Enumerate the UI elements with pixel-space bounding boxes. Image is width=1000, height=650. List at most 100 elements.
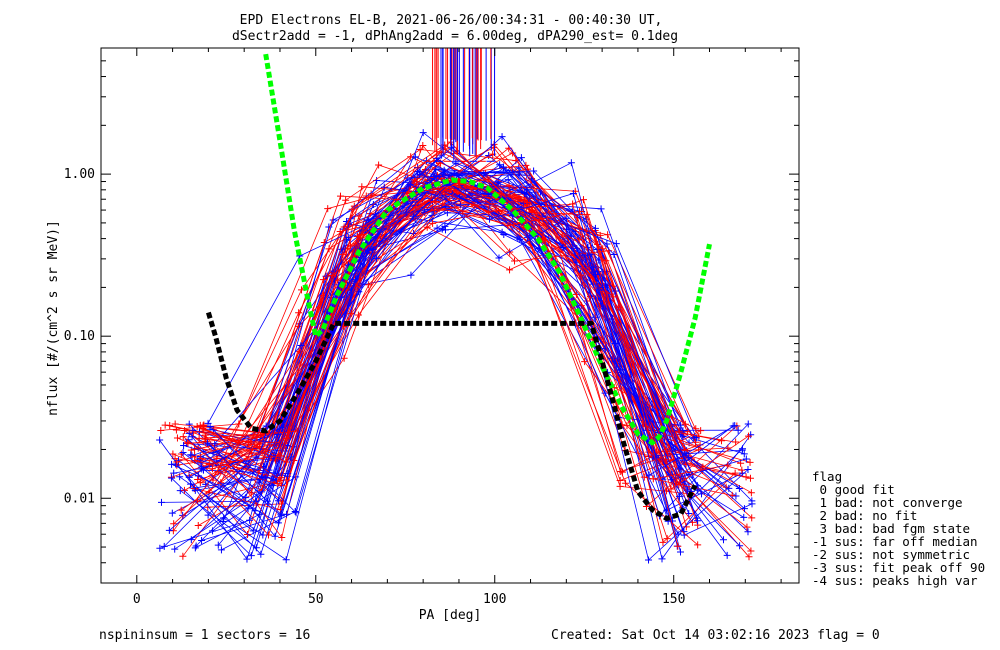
legend-entry: 0 good fit [812, 482, 895, 497]
trace-point [742, 473, 750, 481]
trace-point [675, 481, 683, 489]
trace-point [743, 523, 751, 531]
trace-point [602, 257, 610, 265]
trace-point [740, 513, 748, 521]
x-tick-label: 50 [308, 592, 324, 607]
trace-point [691, 438, 699, 446]
trace-point [658, 555, 666, 563]
trace-line [175, 166, 749, 561]
trace-point [746, 458, 754, 466]
trace-point [663, 535, 671, 543]
trace-line [169, 136, 743, 531]
footer-right: Created: Sat Oct 14 03:02:16 2023 flag =… [551, 628, 880, 643]
trace-point [194, 522, 202, 530]
legend-entry: -3 sus: fit peak off 90 [812, 560, 985, 575]
trace-point [156, 436, 164, 444]
trace-point [187, 536, 195, 544]
trace-point [745, 553, 753, 561]
trace-point [746, 474, 754, 482]
trace-point [645, 471, 653, 479]
trace-point [249, 432, 257, 440]
trace-line [175, 185, 736, 443]
trace-point [616, 482, 624, 490]
trace-point [667, 476, 675, 484]
trace-point [674, 530, 682, 538]
trace-point [622, 479, 630, 487]
trace-point [496, 161, 504, 169]
legend-title: flag [812, 469, 842, 484]
trace-point [358, 183, 366, 191]
trace-point [731, 422, 739, 430]
trace-point [172, 426, 180, 434]
trace-point [365, 281, 373, 289]
trace-point [576, 208, 584, 216]
trace-point [180, 442, 188, 450]
trace-point [204, 511, 212, 519]
trace-point [640, 473, 648, 481]
trace-point [677, 428, 685, 436]
trace-point [414, 164, 422, 172]
trace-point [680, 528, 688, 536]
trace-point [171, 420, 179, 428]
trace-point [679, 433, 687, 441]
trace-point [187, 451, 195, 459]
trace-point [409, 212, 417, 220]
trace-point [522, 161, 530, 169]
y-axis-ticks: 0.01 0.10 1.00 [64, 47, 799, 584]
trace-point [599, 283, 607, 291]
trace-point [416, 170, 424, 178]
trace-point [447, 138, 455, 146]
trace-point [623, 422, 631, 430]
trace-point [521, 189, 529, 197]
trace-point [694, 517, 702, 525]
trace-point [179, 552, 187, 560]
trace-point [742, 455, 750, 463]
trace-point [577, 271, 585, 279]
trace-point [339, 250, 347, 258]
trace-point [199, 466, 207, 474]
trace-point [591, 224, 599, 232]
legend-entry: -4 sus: peaks high var [812, 573, 978, 588]
trace-point [674, 542, 682, 550]
fit-curve [206, 311, 698, 521]
trace-point [342, 196, 350, 204]
trace-point [340, 354, 348, 362]
trace-line [173, 179, 733, 532]
trace-point [432, 198, 440, 206]
trace-point [345, 234, 353, 242]
trace-point [206, 423, 214, 430]
trace-point [191, 544, 199, 552]
trace-point [748, 514, 756, 522]
trace-point [169, 450, 177, 458]
trace-point [173, 434, 181, 442]
trace-point [682, 523, 690, 531]
trace-point [567, 159, 575, 167]
trace-point [438, 151, 446, 159]
trace-point [735, 484, 743, 492]
trace-point [723, 551, 731, 559]
trace-point [747, 489, 755, 497]
trace-point [367, 190, 375, 198]
trace-point [416, 146, 424, 154]
trace-point [675, 492, 683, 500]
trace-point [603, 240, 611, 248]
trace-point [247, 449, 255, 457]
legend-entry: 1 bad: not converge [812, 495, 963, 510]
trace-point [694, 541, 702, 549]
trace-point [271, 532, 279, 540]
trace-point [676, 548, 684, 556]
trace-point [692, 425, 700, 433]
fit-curve-layer [206, 53, 712, 521]
trace-line [178, 173, 728, 556]
trace-point [244, 530, 252, 538]
trace-point [724, 461, 732, 469]
trace-point [165, 526, 173, 534]
trace-point [243, 555, 251, 563]
trace-point [171, 545, 179, 553]
trace-point [486, 215, 494, 223]
trace-point [297, 341, 305, 349]
trace-point [156, 544, 164, 552]
trace-point [406, 181, 414, 189]
trace-point [247, 552, 255, 560]
trace-point [282, 434, 290, 442]
